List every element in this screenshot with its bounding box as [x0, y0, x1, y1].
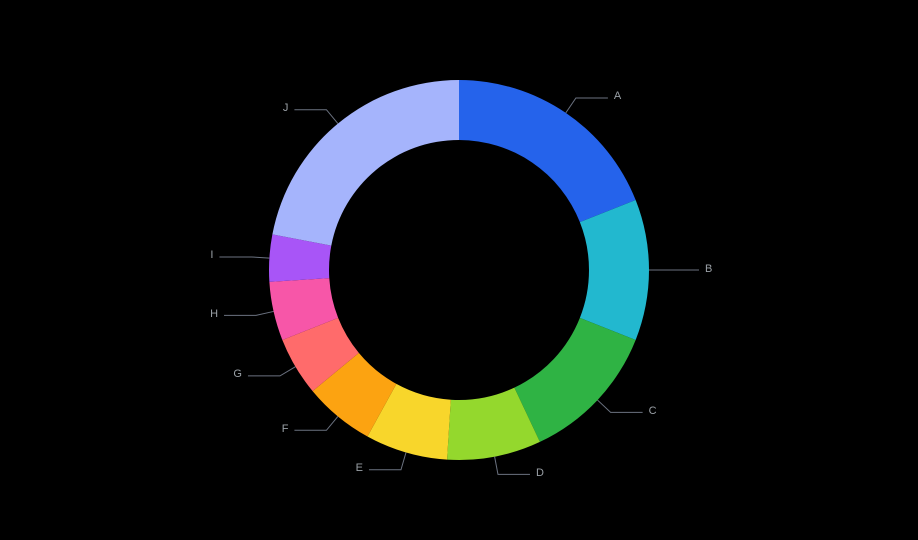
- leader-line: [495, 457, 530, 475]
- leader-line: [294, 110, 337, 124]
- donut-slice: [459, 80, 636, 222]
- leader-line: [294, 416, 337, 430]
- leader-line: [598, 400, 643, 412]
- donut-chart: ABCDEFGHIJ: [0, 0, 918, 540]
- donut-slice: [514, 318, 635, 442]
- leader-line: [369, 452, 406, 469]
- donut-slice: [272, 80, 459, 246]
- donut-slice: [580, 200, 649, 340]
- leader-line: [566, 98, 608, 113]
- donut-svg: [0, 0, 918, 540]
- leader-line: [248, 367, 295, 376]
- leader-line: [219, 257, 269, 258]
- leader-line: [224, 311, 274, 315]
